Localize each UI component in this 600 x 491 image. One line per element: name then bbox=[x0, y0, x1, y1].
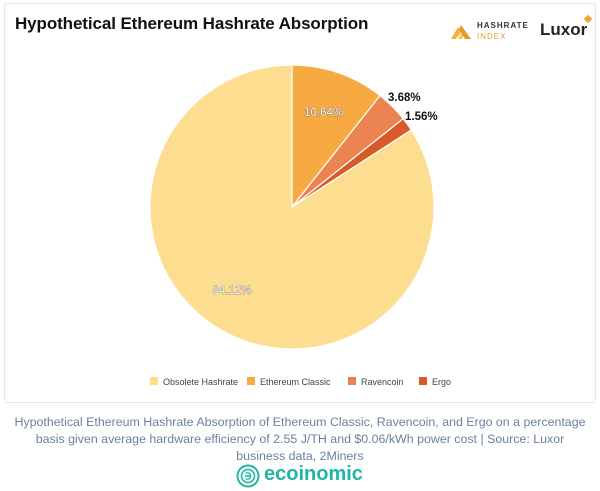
pie-slice-ethereum-classic bbox=[291, 64, 381, 209]
legend-label-ergo: Ergo bbox=[432, 377, 451, 387]
hashrate-index-logo: HASHRATE INDEX bbox=[451, 21, 531, 43]
ecoinomic-brand: ecoinomic bbox=[236, 463, 376, 489]
luxor-logo: Luxor bbox=[540, 20, 588, 39]
figure-caption: Hypothetical Ethereum Hashrate Absorptio… bbox=[14, 415, 586, 463]
legend-label-ethereum-classic: Ethereum Classic bbox=[260, 377, 331, 387]
data-label-ethereum-classic: 10.64% bbox=[304, 107, 343, 119]
brand-name: ecoinomic bbox=[264, 463, 363, 485]
pie-chart: 10.64% 3.68% 1.56% 84.12% Obsolete Hashrate… bbox=[149, 64, 451, 387]
legend-label-ravencoin: Ravencoin bbox=[361, 377, 404, 387]
legend-swatch-obsolete-hashrate bbox=[150, 377, 158, 385]
hashrate-logo-line2: INDEX bbox=[477, 32, 507, 41]
legend-label-obsolete-hashrate: Obsolete Hashrate bbox=[163, 377, 238, 387]
data-label-ergo: 1.56% bbox=[405, 111, 438, 123]
legend-swatch-ethereum-classic bbox=[247, 377, 255, 385]
ecoinomic-coin-icon bbox=[236, 464, 260, 488]
legend-swatch-ergo bbox=[419, 377, 427, 385]
legend-swatch-ravencoin bbox=[348, 377, 356, 385]
hashrate-index-icon bbox=[451, 25, 471, 39]
chart-title: Hypothetical Ethereum Hashrate Absorptio… bbox=[15, 14, 369, 33]
data-label-ravencoin: 3.68% bbox=[388, 92, 421, 104]
data-label-obsolete-hashrate: 84.12% bbox=[212, 285, 251, 297]
hashrate-logo-line1: HASHRATE bbox=[477, 21, 529, 30]
pie-slice-obsolete-hashrate bbox=[149, 64, 435, 350]
